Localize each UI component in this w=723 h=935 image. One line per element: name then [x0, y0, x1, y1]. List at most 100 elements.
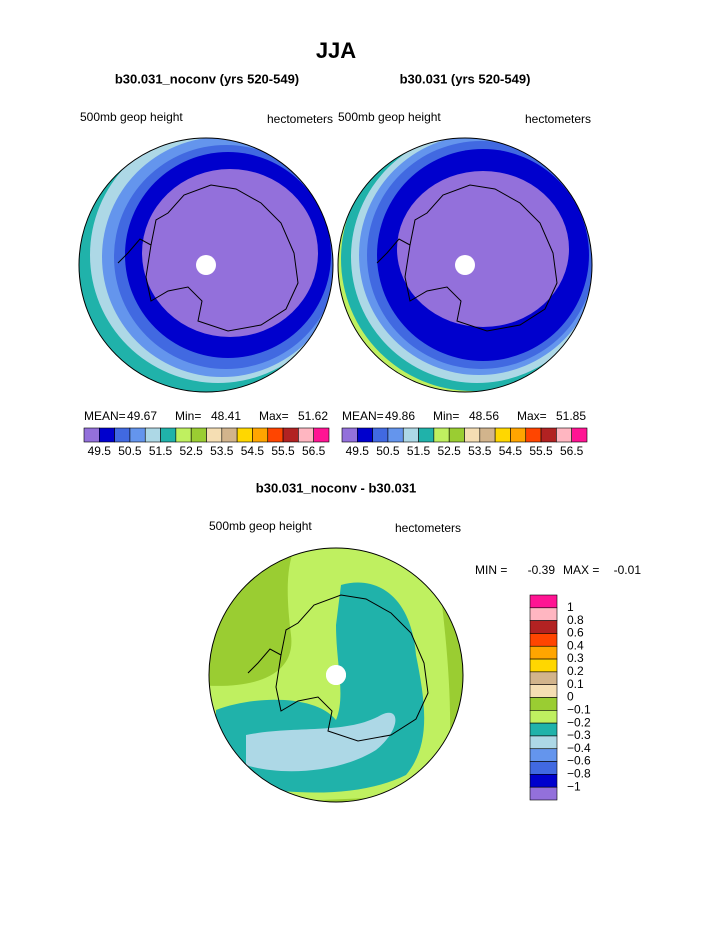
colorbar-label: 56.5 [302, 444, 326, 458]
colorbar-box [529, 748, 558, 762]
colorbar-box [529, 761, 558, 775]
map-border [337, 137, 593, 393]
coastline [247, 594, 429, 742]
colorbar-label: −0.1 [567, 702, 591, 716]
colorbar-box [529, 633, 558, 647]
left-label: 500mb geop height [209, 519, 312, 533]
colorbar-box [372, 427, 389, 443]
right-label: hectometers [525, 112, 591, 126]
stat-value: 51.62 [298, 409, 328, 423]
colorbar-label: −0.2 [567, 715, 591, 729]
colorbar-box [529, 645, 558, 660]
colorbar-label: 0 [567, 690, 574, 704]
pole [196, 255, 216, 275]
stat-label: MEAN= [84, 409, 126, 423]
stat-value: -0.39 [528, 563, 556, 577]
colorbar-label: 0.2 [567, 664, 584, 678]
colorbar-label: −0.8 [567, 767, 591, 781]
colorbar-box [282, 427, 299, 443]
colorbar-box [387, 427, 404, 443]
colorbar-box [236, 427, 253, 443]
colorbar-label: 51.5 [149, 444, 173, 458]
colorbar-box [529, 684, 558, 698]
colorbar-box [175, 427, 192, 443]
stat-value: 51.85 [556, 409, 586, 423]
colorbar-label: 52.5 [180, 444, 204, 458]
colorbar-label: 56.5 [560, 444, 584, 458]
colorbar-label: 1 [567, 600, 574, 614]
colorbar-box [529, 671, 558, 685]
colorbar-box [357, 427, 373, 443]
colorbar-box [479, 427, 496, 443]
left-label: 500mb geop height [338, 110, 441, 124]
colorbar-label: 0.8 [567, 613, 584, 627]
colorbar-label: 49.5 [88, 444, 112, 458]
colorbar-box [402, 427, 419, 443]
colorbar-label: 51.5 [407, 444, 431, 458]
colorbar-box [144, 427, 161, 443]
colorbar-label: 53.5 [468, 444, 492, 458]
stat-value: 48.41 [211, 409, 241, 423]
colorbar-box [83, 427, 100, 443]
map-border [208, 547, 464, 803]
colorbar-box [571, 427, 588, 443]
colorbar-label: 50.5 [376, 444, 400, 458]
contour-fill [397, 171, 569, 327]
colorbar-box [529, 697, 558, 711]
colorbar-label: −1 [567, 779, 581, 793]
stat-label: MIN = [475, 563, 507, 577]
contour-fill [246, 712, 396, 772]
colorbar-box [252, 427, 269, 443]
colorbar-box [448, 427, 465, 443]
colorbar-label: 55.5 [529, 444, 553, 458]
colorbar-box [529, 786, 558, 801]
colorbar-label: 49.5 [346, 444, 370, 458]
colorbar-box [529, 658, 558, 673]
panel-subtitle: b30.031_noconv - b30.031 [256, 480, 416, 495]
colorbar-box [267, 427, 284, 443]
figure-title: JJA [316, 38, 356, 63]
right-label: hectometers [395, 521, 461, 535]
colorbar-box [313, 427, 330, 443]
map [79, 138, 333, 392]
stat-label: Max= [517, 409, 547, 423]
stat-label: MEAN= [342, 409, 384, 423]
pole [455, 255, 475, 275]
colorbar-box [540, 427, 557, 443]
stat-value: 49.67 [127, 409, 157, 423]
colorbar-box [529, 594, 558, 609]
coastline [376, 184, 558, 332]
colorbar-box [529, 620, 558, 634]
contour-fill [142, 169, 318, 337]
colorbar-box [190, 427, 207, 443]
panel-subtitle: b30.031 (yrs 520-549) [400, 71, 531, 86]
left-label: 500mb geop height [80, 110, 183, 124]
colorbar-box [510, 427, 527, 443]
colorbar-box [525, 427, 542, 443]
colorbar-box [529, 774, 558, 788]
stat-value: 49.86 [385, 409, 415, 423]
colorbar-label: 0.1 [567, 677, 584, 691]
stat-label: Min= [175, 409, 201, 423]
stat-value: 48.56 [469, 409, 499, 423]
colorbar-box [418, 427, 435, 443]
colorbar-label: 55.5 [271, 444, 295, 458]
colorbar-box [298, 427, 314, 443]
colorbar-box [529, 722, 558, 737]
coastline [117, 184, 299, 332]
colorbar-label: 0.4 [567, 638, 584, 652]
colorbar-label: 54.5 [499, 444, 523, 458]
colorbar-label: −0.6 [567, 754, 591, 768]
stat-value: -0.01 [614, 563, 642, 577]
colorbar-label: 0.6 [567, 626, 584, 640]
colorbar-label: −0.4 [567, 741, 591, 755]
colorbar-box [99, 427, 115, 443]
colorbar-box [464, 427, 481, 443]
colorbar-box [160, 427, 177, 443]
colorbar-box [129, 427, 146, 443]
panel-subtitle: b30.031_noconv (yrs 520-549) [115, 71, 299, 86]
colorbar-box [341, 427, 358, 443]
colorbar-label: −0.3 [567, 728, 591, 742]
colorbar-box [206, 427, 223, 443]
